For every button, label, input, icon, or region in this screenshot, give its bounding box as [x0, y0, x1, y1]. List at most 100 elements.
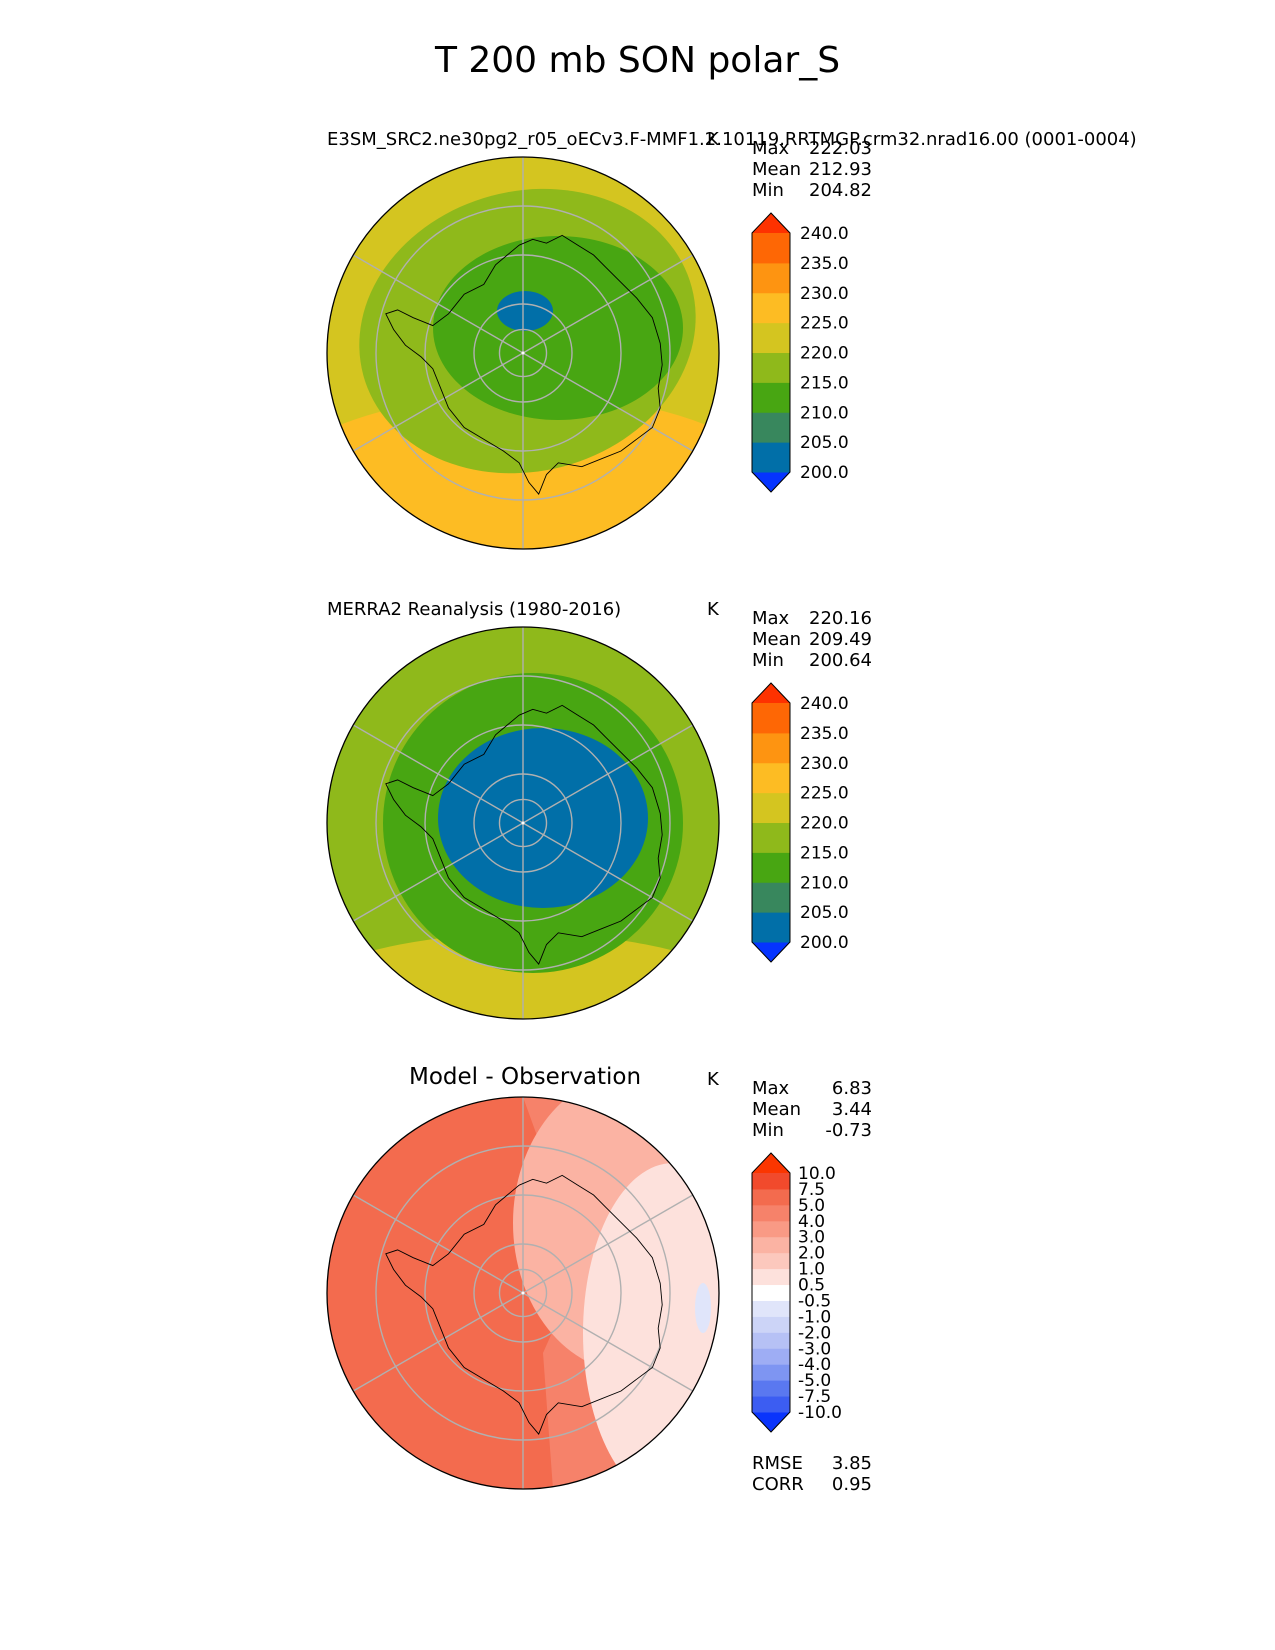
panel-2-min-label: Min — [752, 650, 784, 671]
panel-1-min-label: Min — [752, 180, 784, 201]
colorbar-tick-label: 1.0 — [798, 1260, 825, 1280]
colorbar-tick-label: 200.0 — [800, 463, 849, 483]
panel-3-mean-value: 3.44 — [831, 1099, 872, 1120]
panel-3-max-value: 6.83 — [831, 1078, 872, 1099]
colorbar-tick-label: 4.0 — [798, 1212, 825, 1232]
pole-marker — [521, 1291, 525, 1295]
colorbar-ext-low — [752, 942, 790, 962]
colorbar-tick-label: 230.0 — [800, 284, 849, 304]
colorbar-ext-high — [752, 213, 790, 233]
colorbar-swatch-4 — [752, 1348, 790, 1365]
colorbar-2: 240.0 235.0 230.0 225.0 220.0 215.0 210.0 205.0… — [751, 682, 849, 963]
panel-2-min-value: 200.64 — [809, 650, 872, 671]
panel-3-min-value: -0.73 — [825, 1120, 872, 1141]
colorbar-3: 10.07.55.04.03.02.01.00.5-0.5-1.0-2.0-3.… — [751, 1152, 842, 1433]
colorbar-outline — [751, 1152, 791, 1433]
colorbar-swatch-6 — [752, 1316, 790, 1333]
colorbar-tick-label: 2.0 — [798, 1244, 825, 1264]
meridian-120 — [522, 822, 694, 922]
colorbar-swatch-3 — [752, 382, 790, 413]
colorbar-tick-label: 7.5 — [798, 1180, 825, 1200]
rmse-value: 3.85 — [831, 1453, 872, 1474]
colorbar-swatch-2 — [752, 882, 790, 913]
colorbar-tick-label: 205.0 — [800, 903, 849, 923]
panel-2-max-value: 220.16 — [809, 608, 872, 629]
panel-3-max-label: Max — [752, 1078, 790, 1099]
rmse-label: RMSE — [752, 1453, 803, 1474]
colorbar-swatch-7 — [752, 262, 790, 294]
colorbar-swatch-15 — [752, 1173, 790, 1190]
field-cold-core — [497, 291, 553, 331]
panel-1-min-value: 204.82 — [809, 180, 872, 201]
colorbar-ext-high — [752, 683, 790, 703]
colorbar-swatch-1 — [752, 442, 790, 473]
colorbar-ext-low — [752, 472, 790, 492]
panel-2-units: K — [707, 599, 719, 620]
colorbar-swatch-10 — [752, 1252, 790, 1270]
panel-3-min-label: Min — [752, 1120, 784, 1141]
colorbar-tick-label: -1.0 — [798, 1307, 831, 1327]
meridian-60 — [522, 1194, 694, 1294]
colorbar-tick-label: 215.0 — [800, 373, 849, 393]
coastline — [385, 234, 663, 495]
colorbar-tick-label: 0.5 — [798, 1276, 825, 1296]
panel-1-title: E3SM_SRC2.ne30pg2_r05_oECv3.F-MMF1.2.101… — [327, 129, 1137, 150]
panel-2-mean-value: 209.49 — [809, 629, 872, 650]
colorbar-swatch-11 — [752, 1236, 790, 1254]
colorbar-tick-label: 240.0 — [800, 694, 849, 714]
pole-marker — [521, 821, 525, 825]
meridian-120 — [522, 1292, 694, 1392]
colorbar-swatch-7 — [752, 1300, 790, 1317]
panel-1-max-label: Max — [752, 138, 790, 159]
colorbar-ext-high — [752, 1153, 790, 1173]
meridian-60 — [522, 724, 694, 824]
colorbar-swatch-12 — [752, 1220, 790, 1238]
colorbar-outline — [751, 682, 791, 963]
coastline — [385, 704, 663, 965]
colorbar-tick-label: -7.5 — [798, 1387, 831, 1407]
panel-2-mean-label: Mean — [752, 629, 802, 650]
figure-title: T 200 mb SON polar_S — [434, 40, 841, 81]
colorbar-tick-label: -3.0 — [798, 1339, 831, 1359]
colorbar-outline — [751, 212, 791, 493]
pole-marker — [521, 351, 525, 355]
meridian-300 — [352, 724, 524, 824]
panel-2-max-label: Max — [752, 608, 790, 629]
panel-1-max-value: 222.03 — [809, 138, 872, 159]
colorbar-swatch-3 — [752, 852, 790, 883]
panel-3-title: Model - Observation — [409, 1064, 642, 1090]
panel-3-mean-label: Mean — [752, 1099, 802, 1120]
colorbar-tick-label: -2.0 — [798, 1323, 831, 1343]
meridian-240 — [352, 1292, 524, 1392]
meridian-120 — [522, 352, 694, 452]
map-boundary — [326, 156, 720, 550]
colorbar-tick-label: 235.0 — [800, 724, 849, 744]
colorbar-tick-label: 240.0 — [800, 224, 849, 244]
colorbar-tick-label: 210.0 — [800, 873, 849, 893]
colorbar-swatch-2 — [752, 1380, 790, 1397]
meridian-60 — [522, 254, 694, 354]
colorbar-tick-label: -5.0 — [798, 1371, 831, 1391]
colorbar-tick-label: 205.0 — [800, 433, 849, 453]
colorbar-swatch-2 — [752, 412, 790, 443]
colorbar-swatch-6 — [752, 762, 790, 794]
colorbar-tick-label: -10.0 — [798, 1403, 842, 1423]
meridian-300 — [352, 254, 524, 354]
map-boundary — [326, 626, 720, 1020]
panel-2-title: MERRA2 Reanalysis (1980-2016) — [327, 599, 622, 620]
colorbar-swatch-3 — [752, 1364, 790, 1381]
colorbar-swatch-8 — [752, 233, 790, 264]
colorbar-tick-label: 220.0 — [800, 814, 849, 834]
colorbar-tick-label: 225.0 — [800, 314, 849, 334]
colorbar-swatch-5 — [752, 1332, 790, 1349]
colorbar-tick-label: 235.0 — [800, 254, 849, 274]
colorbar-swatch-8 — [752, 703, 790, 734]
panel-1-mean-value: 212.93 — [809, 159, 872, 180]
colorbar-tick-label: 10.0 — [798, 1164, 836, 1184]
colorbar-swatch-4 — [752, 352, 790, 383]
meridian-240 — [352, 352, 524, 452]
colorbar-tick-label: 3.0 — [798, 1228, 825, 1248]
panel-1-units: K — [707, 129, 719, 150]
colorbar-tick-label: -4.0 — [798, 1355, 831, 1375]
panel-3-units: K — [707, 1069, 719, 1090]
